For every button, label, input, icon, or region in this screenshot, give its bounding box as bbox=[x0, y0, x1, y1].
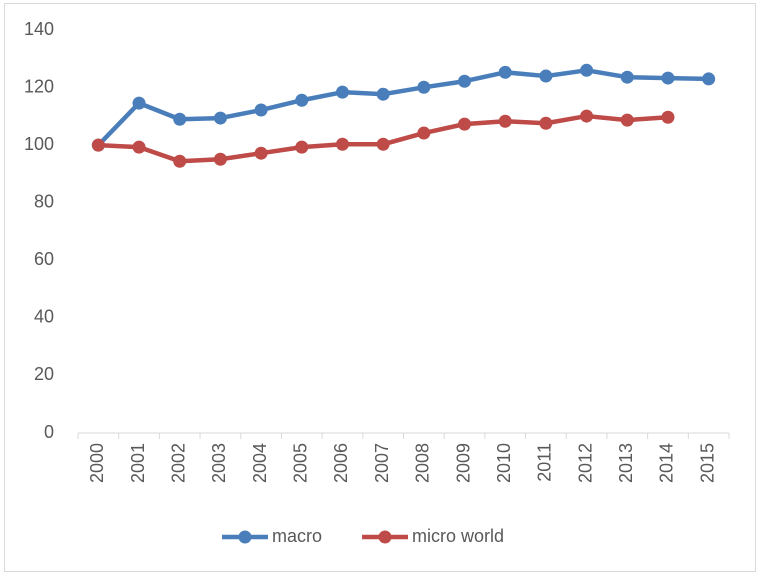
point bbox=[213, 111, 227, 125]
x-tick-label: 2008 bbox=[413, 443, 433, 483]
y-tick-label: 80 bbox=[34, 191, 54, 211]
point bbox=[498, 114, 512, 128]
point bbox=[91, 138, 105, 152]
point bbox=[458, 117, 472, 131]
point bbox=[661, 71, 675, 85]
x-tick-label: 2014 bbox=[657, 443, 677, 483]
x-tick-label: 2010 bbox=[494, 443, 514, 483]
point bbox=[376, 87, 390, 101]
point bbox=[295, 140, 309, 154]
point bbox=[580, 63, 594, 77]
point bbox=[417, 80, 431, 94]
point bbox=[620, 113, 634, 127]
point bbox=[132, 140, 146, 154]
x-tick-label: 2000 bbox=[87, 443, 107, 483]
point bbox=[254, 146, 268, 160]
x-tick-label: 2002 bbox=[168, 443, 188, 483]
x-tick-label: 2005 bbox=[291, 443, 311, 483]
x-tick-label: 2013 bbox=[616, 443, 636, 483]
y-tick-label: 20 bbox=[34, 364, 54, 384]
point bbox=[620, 70, 634, 84]
x-tick-label: 2011 bbox=[535, 443, 555, 482]
y-tick-label: 100 bbox=[24, 134, 54, 154]
x-tick-label: 2001 bbox=[128, 443, 148, 483]
point bbox=[539, 69, 553, 83]
y-tick-label: 0 bbox=[44, 422, 54, 442]
series-line bbox=[96, 68, 709, 147]
point bbox=[376, 137, 390, 151]
point bbox=[498, 65, 512, 79]
point bbox=[417, 126, 431, 140]
x-tick-label: 2004 bbox=[250, 443, 270, 483]
x-tick-label: 2007 bbox=[372, 443, 392, 483]
point bbox=[173, 112, 187, 126]
point bbox=[335, 85, 349, 99]
legend-marker bbox=[238, 530, 252, 544]
x-tick-label: 2012 bbox=[575, 443, 595, 483]
legend-marker bbox=[378, 530, 392, 544]
point bbox=[539, 116, 553, 130]
y-tick-label: 120 bbox=[24, 76, 54, 96]
point bbox=[132, 96, 146, 110]
point bbox=[213, 152, 227, 166]
x-tick-label: 2003 bbox=[209, 443, 229, 483]
point bbox=[173, 154, 187, 168]
x-tick-label: 2006 bbox=[331, 443, 351, 483]
point bbox=[661, 110, 675, 124]
point bbox=[335, 137, 349, 151]
point bbox=[458, 74, 472, 88]
y-tick-label: 40 bbox=[34, 307, 54, 327]
point bbox=[702, 72, 716, 86]
x-tick-label: 2015 bbox=[697, 443, 717, 483]
point bbox=[295, 93, 309, 107]
point bbox=[580, 109, 594, 123]
legend-label: macro bbox=[272, 526, 322, 546]
point bbox=[254, 103, 268, 117]
y-tick-label: 60 bbox=[34, 249, 54, 269]
x-tick-label: 2009 bbox=[453, 443, 473, 483]
legend-label: micro world bbox=[412, 526, 504, 546]
y-tick-label: 140 bbox=[24, 19, 54, 39]
